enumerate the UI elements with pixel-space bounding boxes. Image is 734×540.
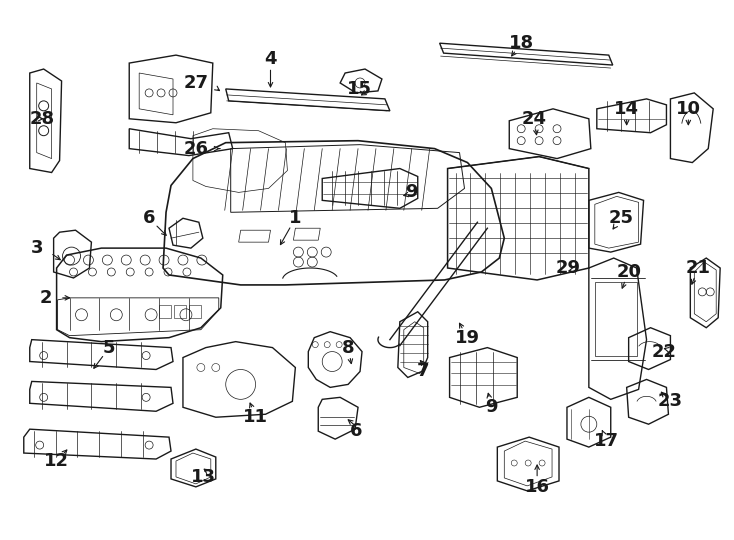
- Text: 26: 26: [184, 140, 208, 158]
- Text: 1: 1: [289, 210, 302, 227]
- Text: 9: 9: [405, 184, 418, 201]
- Text: 18: 18: [509, 34, 534, 52]
- Text: 7: 7: [417, 362, 429, 381]
- Text: 23: 23: [658, 393, 683, 410]
- Text: 5: 5: [103, 339, 115, 356]
- Text: 25: 25: [608, 210, 633, 227]
- Text: 15: 15: [347, 80, 372, 98]
- Text: 2: 2: [39, 289, 51, 307]
- Text: 14: 14: [614, 100, 639, 118]
- Text: 6: 6: [143, 210, 156, 227]
- Text: 24: 24: [522, 110, 547, 128]
- Text: 13: 13: [191, 468, 216, 486]
- Text: 6: 6: [349, 422, 362, 440]
- Text: 29: 29: [556, 259, 581, 277]
- Text: 11: 11: [243, 408, 268, 426]
- Text: 28: 28: [30, 110, 55, 128]
- Text: 19: 19: [455, 329, 480, 347]
- Text: 27: 27: [184, 74, 208, 92]
- Text: 3: 3: [31, 239, 43, 257]
- Text: 21: 21: [686, 259, 711, 277]
- Text: 12: 12: [44, 452, 69, 470]
- Text: 9: 9: [485, 399, 498, 416]
- Text: 22: 22: [651, 342, 677, 361]
- Text: 16: 16: [525, 478, 550, 496]
- Text: 20: 20: [616, 263, 641, 281]
- Text: 17: 17: [595, 432, 619, 450]
- Text: 4: 4: [264, 50, 277, 68]
- Text: 10: 10: [676, 100, 701, 118]
- Text: 8: 8: [342, 339, 355, 356]
